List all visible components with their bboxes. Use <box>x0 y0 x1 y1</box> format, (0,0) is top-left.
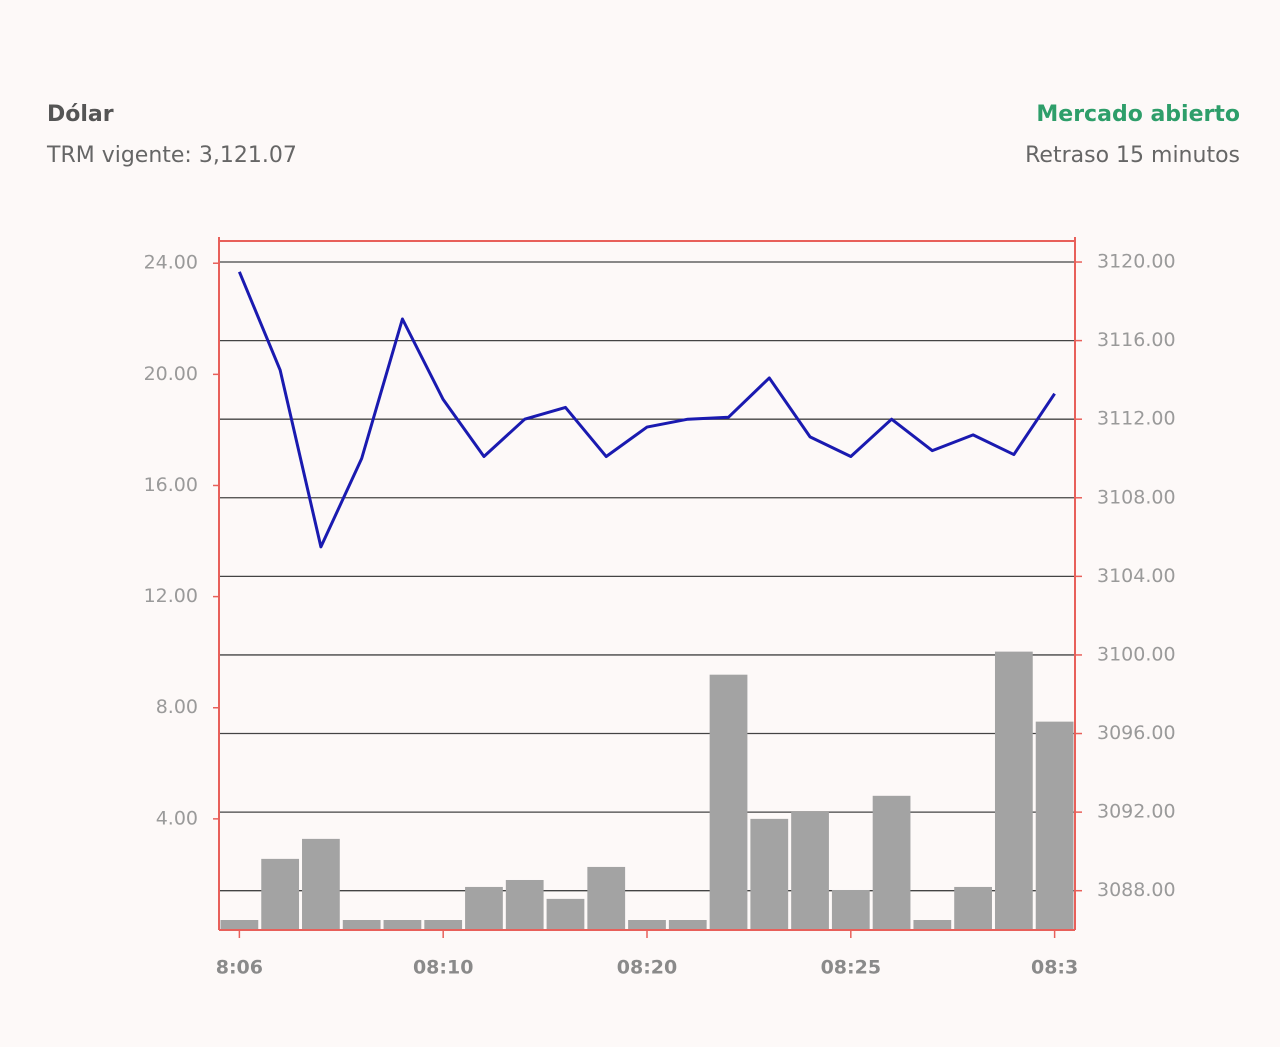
y-tick-label: 20.00 <box>144 363 198 385</box>
x-tick-label: 08:20 <box>617 957 677 979</box>
bar <box>1035 721 1074 930</box>
bar <box>831 889 870 930</box>
bar <box>220 919 259 930</box>
y2-tick-label: 3096.00 <box>1097 722 1176 744</box>
bar <box>750 818 789 930</box>
subtitle: TRM vigente: 3,121.07 <box>46 143 297 168</box>
y2-tick-label: 3112.00 <box>1097 408 1176 430</box>
x-tick-label: 08:25 <box>821 957 881 979</box>
bar <box>994 651 1033 930</box>
bar <box>465 886 503 930</box>
line <box>237 271 1056 549</box>
y2-tick-label: 3108.00 <box>1097 486 1176 508</box>
x-tick-label: 08:3 <box>1031 957 1078 979</box>
y2-tick-label: 3092.00 <box>1097 801 1176 823</box>
delay-note: Retraso 15 minutos <box>1025 143 1240 168</box>
bar <box>668 919 707 930</box>
bar <box>424 919 463 930</box>
y-tick-label: 24.00 <box>144 252 198 274</box>
title: Dólar <box>47 102 114 127</box>
bar <box>383 919 422 930</box>
y2-tick-label: 3104.00 <box>1097 565 1176 587</box>
y-tick-label: 4.00 <box>156 807 198 829</box>
x-tick-label: 8:06 <box>216 957 263 979</box>
y-tick-label: 16.00 <box>144 474 198 496</box>
bar <box>954 886 992 930</box>
y2-tick-label: 3120.00 <box>1097 251 1176 273</box>
bar <box>709 674 748 930</box>
y2-tick-label: 3100.00 <box>1097 643 1176 665</box>
y-tick-label: 12.00 <box>144 585 198 607</box>
market-status: Mercado abierto <box>1036 102 1240 127</box>
bar <box>302 838 340 930</box>
bar <box>342 919 381 930</box>
bar <box>546 898 585 930</box>
bar <box>505 879 544 930</box>
y-tick-label: 8.00 <box>156 696 198 718</box>
bar <box>261 858 300 930</box>
bar <box>791 811 829 930</box>
y2-tick-label: 3088.00 <box>1097 879 1176 901</box>
bar <box>913 919 952 930</box>
bar <box>872 795 911 930</box>
x-tick-label: 08:10 <box>413 957 473 979</box>
bar <box>628 919 666 930</box>
y2-tick-label: 3116.00 <box>1097 329 1176 351</box>
bar <box>587 866 626 930</box>
